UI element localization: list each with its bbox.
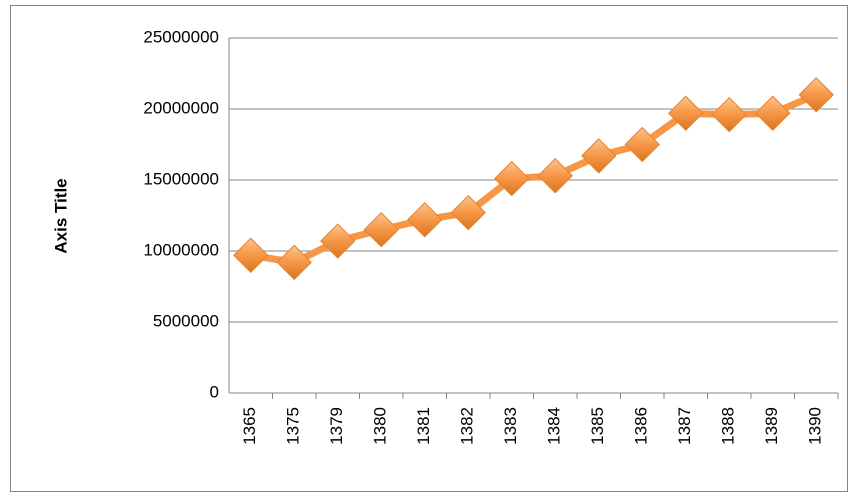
data-marker bbox=[450, 194, 486, 231]
data-marker bbox=[755, 95, 791, 131]
y-tick-label: 5000000 bbox=[153, 311, 219, 330]
data-marker bbox=[668, 95, 704, 131]
x-tick-label: 1365 bbox=[240, 407, 259, 445]
data-marker bbox=[363, 211, 399, 248]
y-tick-label: 0 bbox=[210, 382, 219, 401]
x-tick-label: 1384 bbox=[545, 407, 564, 445]
data-marker bbox=[494, 160, 530, 197]
x-tick-label: 1380 bbox=[371, 407, 390, 445]
x-tick-label: 1385 bbox=[588, 407, 607, 445]
x-tick-label: 1388 bbox=[719, 407, 738, 445]
x-tick-label: 1381 bbox=[414, 407, 433, 445]
x-tick-label: 1383 bbox=[501, 407, 520, 445]
data-marker bbox=[711, 96, 747, 133]
y-axis-title: Axis Title bbox=[51, 178, 70, 253]
data-marker bbox=[537, 158, 573, 194]
y-tick-label: 10000000 bbox=[143, 240, 219, 259]
data-marker bbox=[624, 126, 660, 163]
y-tick-label: 20000000 bbox=[143, 98, 219, 117]
x-tick-label: 1379 bbox=[327, 407, 346, 445]
x-tick-label: 1375 bbox=[284, 407, 303, 445]
chart-border bbox=[10, 5, 848, 492]
data-marker bbox=[407, 202, 443, 238]
y-tick-label: 15000000 bbox=[143, 169, 219, 188]
x-tick-label: 1387 bbox=[675, 407, 694, 445]
data-marker bbox=[798, 77, 834, 113]
data-marker bbox=[233, 237, 269, 273]
y-tick-label: 25000000 bbox=[143, 27, 219, 46]
x-tick-label: 1382 bbox=[458, 407, 477, 445]
data-marker bbox=[581, 138, 617, 174]
data-marker bbox=[320, 223, 356, 259]
data-marker bbox=[276, 244, 312, 281]
x-tick-label: 1390 bbox=[806, 407, 825, 445]
x-tick-label: 1386 bbox=[632, 407, 651, 445]
x-tick-label: 1389 bbox=[762, 407, 781, 445]
